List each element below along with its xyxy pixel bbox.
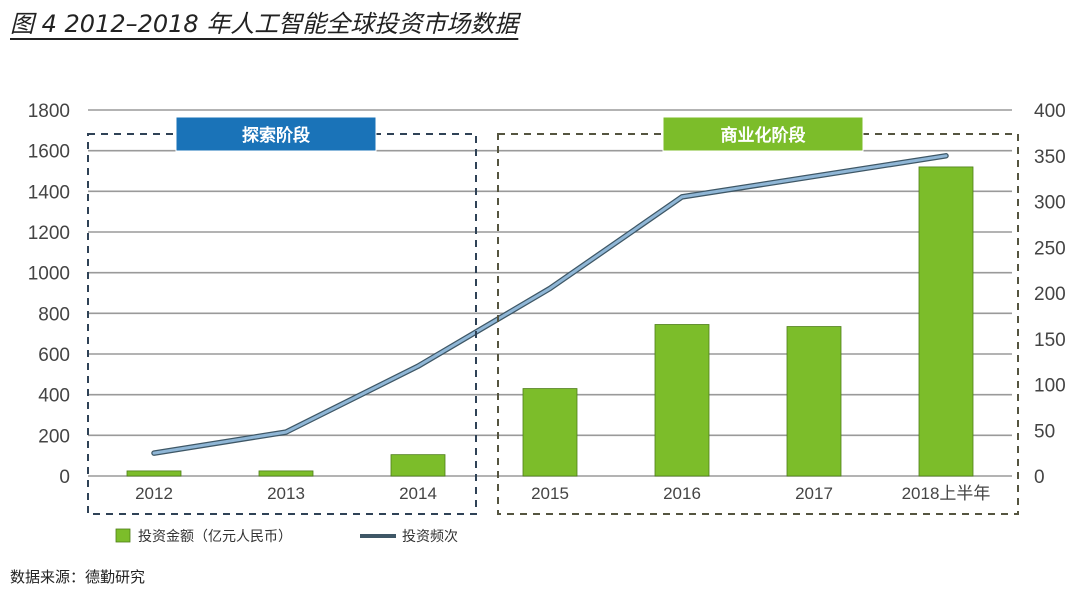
stage-label-box — [175, 116, 377, 152]
left-tick-label: 1800 — [28, 101, 70, 122]
right-tick-label: 350 — [1034, 147, 1066, 168]
source-note: 数据来源：德勤研究 — [10, 568, 146, 586]
left-tick-label: 1600 — [28, 142, 70, 163]
x-tick-label: 2013 — [267, 484, 305, 503]
stage-frame — [87, 133, 477, 515]
legend-bar-swatch — [115, 528, 131, 543]
right-tick-label: 250 — [1034, 238, 1066, 259]
legend: 投资金额（亿元人民币） 投资频次 — [115, 528, 458, 545]
x-axis-ticks: 2012 2013 2014 2015 2016 2017 2018上半年 — [135, 484, 990, 503]
right-tick-label: 150 — [1034, 330, 1066, 351]
stage-frames: 探索阶段 商业化阶段 — [87, 116, 1019, 515]
left-tick-label: 0 — [59, 467, 70, 488]
investment-chart: 探索阶段 商业化阶段 020040060080010001200140016001… — [28, 101, 1066, 545]
right-axis-ticks: 0 50 100 150 200 250 300 350 400 — [1034, 101, 1066, 488]
left-tick-label: 600 — [38, 345, 70, 366]
left-axis-ticks: 0 200 400 600 800 1000 1200 1400 1600 1800 — [28, 101, 70, 488]
bars — [126, 166, 974, 477]
legend-line-label: 投资频次 — [402, 529, 458, 545]
x-tick-label: 2017 — [795, 484, 833, 503]
stage-label: 探索阶段 — [242, 125, 310, 146]
bar — [522, 388, 578, 477]
left-tick-label: 400 — [38, 386, 70, 407]
right-tick-label: 0 — [1034, 467, 1045, 488]
stage-label: 商业化阶段 — [721, 125, 806, 146]
x-tick-label: 2016 — [663, 484, 701, 503]
bar — [786, 326, 842, 477]
left-tick-label: 1200 — [28, 223, 70, 244]
legend-bar-label: 投资金额（亿元人民币） — [138, 529, 292, 545]
left-tick-label: 800 — [38, 304, 70, 325]
stage-label-box — [662, 116, 864, 152]
x-tick-label: 2014 — [399, 484, 437, 503]
bar — [126, 470, 182, 477]
left-tick-label: 1400 — [28, 182, 70, 203]
right-tick-label: 200 — [1034, 284, 1066, 305]
x-tick-label: 2012 — [135, 484, 173, 503]
x-tick-label: 2018上半年 — [902, 484, 991, 503]
x-tick-label: 2015 — [531, 484, 569, 503]
figure-title: 图 4 2012–2018 年人工智能全球投资市场数据 — [10, 10, 519, 38]
right-tick-label: 50 — [1034, 421, 1055, 442]
bar — [258, 470, 314, 477]
bar — [654, 324, 710, 477]
left-tick-label: 200 — [38, 426, 70, 447]
frequency-line-path — [152, 154, 948, 455]
right-tick-label: 100 — [1034, 376, 1066, 397]
left-tick-label: 1000 — [28, 264, 70, 285]
frequency-line — [151, 153, 949, 456]
bar — [918, 166, 974, 477]
bar — [390, 454, 446, 477]
right-tick-label: 300 — [1034, 193, 1066, 214]
right-tick-label: 400 — [1034, 101, 1066, 122]
